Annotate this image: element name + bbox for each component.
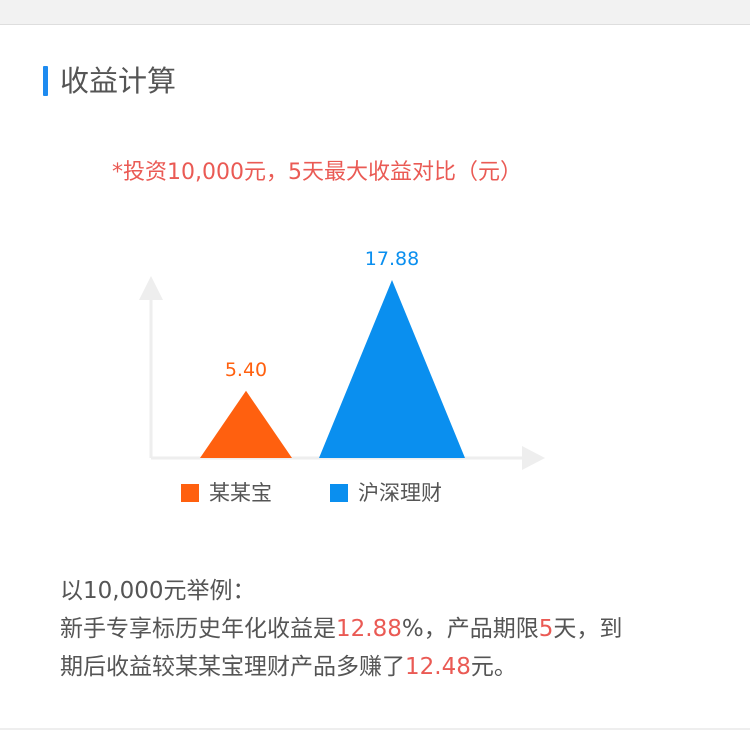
extra-earning-prefix: 期后收益较某某宝理财产品多赚了 (60, 654, 405, 680)
description-line-3: 期后收益较某某宝理财产品多赚了12.48元。 (60, 648, 720, 686)
description-line-1: 以10,000元举例： (60, 578, 256, 604)
bar-mou-mou-bao (200, 390, 292, 458)
term-text-suffix: 天，到 (553, 616, 623, 642)
legend-item-mou-mou-bao: 某某宝 (181, 480, 272, 506)
chart-title: *投资10,000元，5天最大收益对比（元） (112, 160, 522, 185)
legend-swatch-hu-shen-li-cai (330, 484, 348, 502)
extra-earning-suffix: 元。 (470, 654, 517, 680)
extra-earning-value: 12.48 (405, 654, 471, 680)
legend-label-hu-shen-li-cai: 沪深理财 (358, 481, 442, 505)
y-axis-arrow (139, 276, 163, 300)
bottom-divider (0, 728, 750, 730)
income-comparison-chart: 5.40 17.88 (139, 248, 545, 470)
example-description: 以10,000元举例： 新手专享标历史年化收益是12.88%，产品期限5天，到 … (60, 572, 720, 686)
top-strip (0, 0, 750, 25)
section-title: 收益计算 (60, 64, 177, 98)
legend-label-mou-mou-bao: 某某宝 (209, 481, 272, 505)
rate-text-prefix: 新手专享标历史年化收益是 (60, 616, 336, 642)
term-text: %，产品期限 (401, 616, 539, 642)
term-days-value: 5 (538, 616, 554, 642)
section-title-accent (43, 66, 48, 96)
legend-swatch-mou-mou-bao (181, 484, 199, 502)
legend-item-hu-shen-li-cai: 沪深理财 (330, 480, 442, 506)
value-label-hu-shen-li-cai: 17.88 (365, 248, 419, 270)
chart-marks: 5.40 17.88 (200, 248, 465, 458)
description-line-2: 新手专享标历史年化收益是12.88%，产品期限5天，到 (60, 610, 720, 648)
x-axis-arrow (522, 446, 545, 470)
bar-hu-shen-li-cai (319, 280, 465, 458)
value-label-mou-mou-bao: 5.40 (225, 359, 267, 381)
annual-rate-value: 12.88 (336, 616, 402, 642)
